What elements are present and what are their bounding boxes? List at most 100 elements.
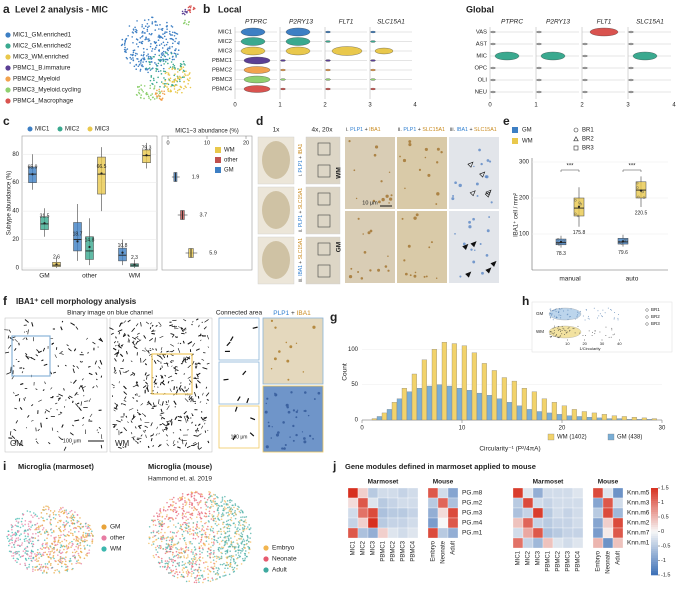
- micrograph: [397, 211, 447, 283]
- umap-dot: [228, 538, 230, 541]
- umap-dot: [199, 501, 202, 503]
- umap-dot: [220, 501, 222, 503]
- umap-dot: [82, 540, 85, 542]
- umap-dot: [38, 551, 41, 554]
- umap-dot: [121, 38, 124, 41]
- umap-dot: [86, 539, 88, 542]
- umap-dot: [173, 85, 176, 88]
- jitter-point: [579, 202, 583, 206]
- umap-dot: [134, 30, 137, 33]
- jitter-point: [587, 315, 589, 317]
- umap-dot: [190, 568, 193, 570]
- umap-dot: [143, 97, 145, 100]
- binary-speck: [147, 400, 150, 404]
- umap-dot: [174, 91, 177, 93]
- umap-dot: [149, 79, 152, 82]
- stain-speck: [274, 392, 276, 395]
- umap-dot: [58, 527, 60, 530]
- binary-speck: [165, 403, 169, 406]
- umap-dot: [183, 70, 186, 73]
- umap-dot: [11, 539, 13, 542]
- umap-dot: [160, 36, 163, 39]
- umap-dot: [46, 544, 48, 546]
- y-tick-label: 300: [519, 160, 530, 166]
- x-tick-label: 30: [659, 426, 666, 432]
- stain-part: +: [468, 127, 474, 133]
- histogram-bar: [626, 419, 632, 421]
- jitter-point: [599, 313, 601, 315]
- umap-dot: [169, 531, 172, 533]
- umap-dot: [131, 31, 134, 33]
- umap-dot: [220, 533, 223, 535]
- umap-dot: [161, 29, 164, 32]
- umap-dot: [183, 567, 186, 570]
- jitter-point: [569, 329, 571, 331]
- umap-dot: [201, 524, 204, 527]
- umap-dot: [168, 505, 171, 508]
- heatmap-cell: [387, 527, 399, 539]
- umap-dot: [52, 546, 55, 549]
- umap-dot: [170, 570, 173, 573]
- umap-dot: [121, 43, 124, 46]
- umap-dot: [42, 546, 45, 549]
- stain-speck: [286, 359, 290, 363]
- mean-point: [559, 240, 563, 243]
- binary-speck: [58, 413, 62, 416]
- umap-dot: [168, 561, 170, 563]
- arrowhead: [484, 191, 491, 198]
- umap-dot: [151, 32, 153, 35]
- colorbar-step: [651, 492, 658, 495]
- umap-dot: [17, 521, 20, 523]
- binary-speck: [162, 429, 165, 432]
- violin: [243, 85, 271, 93]
- umap-dot: [218, 543, 221, 545]
- violin: [582, 78, 588, 82]
- zoom-box: [317, 164, 331, 178]
- jitter-point: [607, 307, 609, 309]
- stain-speck: [265, 402, 267, 405]
- legend-dot: [5, 65, 11, 71]
- y-tick-label: 0: [355, 418, 359, 424]
- binary-speck: [23, 398, 26, 401]
- umap-dot: [169, 66, 172, 69]
- umap-dot: [16, 550, 18, 553]
- binary-speck: [159, 414, 162, 417]
- umap-dot: [214, 578, 217, 581]
- cell-dot: [378, 200, 381, 204]
- umap-dot: [205, 515, 208, 518]
- umap-dot: [28, 563, 31, 566]
- umap-dot: [179, 88, 181, 91]
- umap-dot: [173, 560, 176, 562]
- binary-speck: [114, 372, 117, 374]
- micrograph: [449, 137, 499, 209]
- stain-label: iii. IBA1 + SLC15A1: [450, 127, 497, 133]
- umap-dot: [151, 82, 153, 85]
- y-tick-label: 100: [519, 232, 530, 238]
- y-axis-label: IBA1⁺ cell / mm²: [513, 193, 520, 237]
- umap-dot: [227, 514, 229, 517]
- stain-part: +: [289, 310, 296, 317]
- binary-speck: [202, 367, 208, 370]
- colorbar-step: [651, 566, 658, 569]
- binary-speck: [127, 334, 130, 337]
- umap-dot: [185, 74, 187, 77]
- jitter-point: [551, 332, 553, 334]
- umap-dot: [200, 544, 203, 547]
- colorbar-step: [651, 509, 658, 513]
- binary-speck: [75, 403, 79, 408]
- x-tick-label: 10: [565, 341, 570, 346]
- umap-dot: [11, 531, 13, 534]
- umap-dot: [185, 566, 188, 568]
- umap-dot: [63, 557, 65, 560]
- heatmap-cell: [522, 507, 534, 519]
- colorbar-step: [651, 555, 658, 558]
- umap-dot: [162, 508, 165, 511]
- umap-dot: [43, 531, 46, 533]
- x-tick-label: 10: [204, 140, 210, 146]
- image-title: Connected area: [216, 310, 263, 317]
- heatmap-cell: [562, 497, 574, 509]
- binary-speck: [202, 392, 204, 396]
- micrograph: [397, 137, 447, 209]
- heatmap-cell: [572, 487, 584, 499]
- umap-dot: [161, 90, 163, 92]
